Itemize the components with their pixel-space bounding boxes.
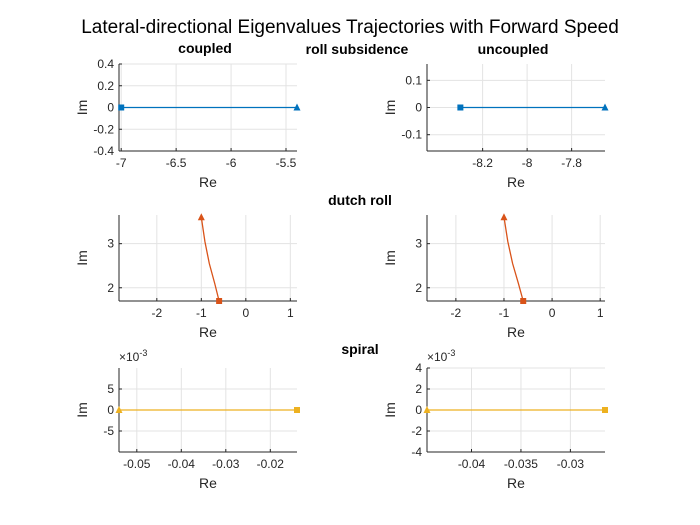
end-marker-triangle — [601, 103, 609, 111]
y-exponent-label: ×10-3 — [427, 348, 455, 364]
x-tick-label: 0 — [549, 306, 556, 320]
y-tick-label: 3 — [107, 237, 114, 251]
row-title-roll-subsidence: roll subsidence — [306, 41, 409, 57]
start-marker-square — [602, 407, 608, 413]
y-tick-label: 2 — [415, 281, 422, 295]
panel-roll-subsidence-coupled: -7 -6.5 -6 -5.5 -0.4 -0.2 0 0.2 0.4 Re Im — [74, 57, 301, 190]
trajectory-line — [503, 217, 524, 302]
y-axis-label: Im — [382, 402, 398, 418]
y-tick-label: 0.4 — [97, 57, 114, 71]
x-tick-label: -6 — [226, 156, 237, 170]
x-tick-label: -8 — [522, 156, 533, 170]
start-marker-square — [520, 298, 527, 304]
y-tick-label: 4 — [415, 361, 422, 375]
x-tick-label: -7 — [116, 156, 127, 170]
y-exponent-value: -3 — [139, 348, 147, 358]
y-tick-label: -2 — [411, 424, 422, 438]
x-tick-label: -0.03 — [557, 457, 585, 471]
y-tick-label: -0.4 — [93, 144, 114, 158]
y-exponent-value: -3 — [447, 348, 455, 358]
y-tick-label: -4 — [411, 445, 422, 459]
x-tick-label: 1 — [287, 306, 294, 320]
x-tick-label: -0.02 — [257, 457, 285, 471]
y-axis-label: Im — [74, 402, 90, 418]
y-tick-label: 0 — [415, 403, 422, 417]
y-tick-label: 2 — [107, 281, 114, 295]
x-tick-label: -2 — [151, 306, 162, 320]
x-axis-label: Re — [507, 324, 525, 340]
start-marker-square — [294, 407, 300, 413]
x-tick-label: -0.035 — [504, 457, 538, 471]
x-tick-label: -8.2 — [472, 156, 493, 170]
start-marker-square — [118, 104, 125, 111]
x-axis-label: Re — [507, 475, 525, 491]
y-tick-label: 0 — [107, 101, 114, 115]
row-title-dutch-roll: dutch roll — [328, 192, 392, 208]
start-marker-square — [457, 104, 464, 111]
x-axis-label: Re — [199, 324, 217, 340]
end-marker-triangle — [115, 406, 123, 413]
x-tick-label: -2 — [451, 306, 462, 320]
x-tick-label: -0.03 — [212, 457, 240, 471]
x-tick-label: -5.5 — [276, 156, 297, 170]
x-tick-label: -1 — [196, 306, 207, 320]
y-axis-label: Im — [74, 100, 90, 116]
y-tick-label: -0.1 — [401, 128, 422, 142]
y-tick-label: 3 — [415, 237, 422, 251]
y-tick-label: 5 — [107, 382, 114, 396]
panel-spiral-uncoupled: -0.04 -0.035 -0.03 -4 -2 0 2 4 Re Im ×10-3 — [382, 348, 608, 491]
column-title-coupled: coupled — [178, 40, 232, 56]
y-tick-label: 0.1 — [405, 73, 422, 87]
x-axis-label: Re — [507, 174, 525, 190]
y-tick-label: 0 — [107, 403, 114, 417]
y-tick-label: -5 — [103, 424, 114, 438]
y-exponent-label: ×10-3 — [119, 348, 147, 364]
x-tick-label: -0.04 — [168, 457, 196, 471]
x-tick-label: -6.5 — [166, 156, 187, 170]
column-title-uncoupled: uncoupled — [478, 41, 549, 57]
panel-dutch-roll-uncoupled: -2 -1 0 1 2 3 Re Im — [382, 213, 605, 340]
end-marker-triangle — [293, 103, 301, 111]
x-tick-label: -0.05 — [123, 457, 151, 471]
x-tick-label: -7.8 — [561, 156, 582, 170]
x-axis-label: Re — [199, 475, 217, 491]
end-marker-triangle — [197, 213, 205, 221]
x-axis-label: Re — [199, 174, 217, 190]
y-axis-label: Im — [382, 250, 398, 266]
start-marker-square — [216, 298, 223, 304]
y-axis-label: Im — [74, 250, 90, 266]
panel-roll-subsidence-uncoupled: -8.2 -8 -7.8 -0.1 0 0.1 Re Im — [382, 64, 609, 190]
end-marker-triangle — [500, 213, 508, 221]
y-tick-label: -0.2 — [93, 122, 114, 136]
y-tick-label: 0.2 — [97, 79, 114, 93]
figure-title: Lateral-directional Eigenvalues Trajecto… — [81, 17, 619, 38]
end-marker-triangle — [423, 406, 431, 413]
y-tick-label: 2 — [415, 382, 422, 396]
x-tick-label: -1 — [499, 306, 510, 320]
panel-dutch-roll-coupled: -2 -1 0 1 2 3 Re Im — [74, 213, 297, 340]
x-tick-label: 0 — [242, 306, 249, 320]
row-title-spiral: spiral — [341, 341, 378, 357]
trajectory-line — [200, 217, 220, 302]
panel-spiral-coupled: -0.05 -0.04 -0.03 -0.02 -5 0 5 Re Im ×10-3 — [74, 348, 300, 491]
y-tick-label: 0 — [415, 101, 422, 115]
y-axis-label: Im — [382, 100, 398, 116]
x-tick-label: -0.04 — [458, 457, 486, 471]
x-tick-label: 1 — [597, 306, 604, 320]
